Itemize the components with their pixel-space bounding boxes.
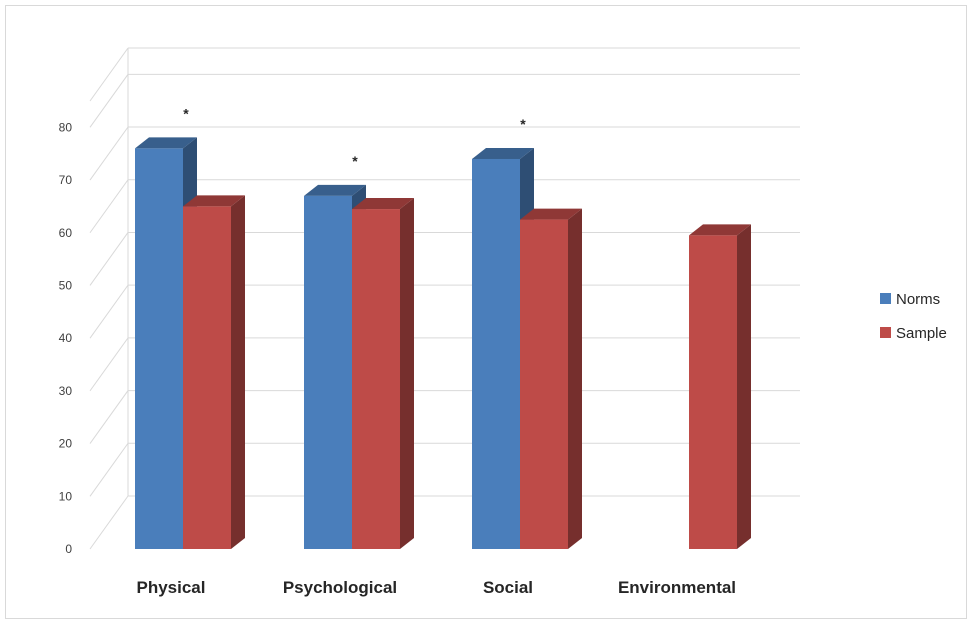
significance-mark: * [520,116,526,132]
gridline-depth [89,74,129,128]
gridline-depth [89,337,129,392]
category-label: Social [483,578,533,597]
gridline-depth [89,47,129,102]
y-tick-label: 30 [59,384,73,398]
y-tick-label: 80 [59,120,73,134]
gridline-depth [89,443,129,497]
gridline-depth [89,495,129,550]
y-tick-label: 0 [65,542,72,556]
legend-item-sample: Sample [880,325,947,342]
category-label: Environmental [618,578,736,597]
y-tick-label: 70 [59,173,73,187]
gridline-depth [89,232,129,286]
gridline-depth [89,390,129,444]
significance-mark: * [183,105,189,121]
y-tick-label: 20 [59,437,73,451]
y-tick-label: 50 [59,278,73,292]
category-labels: Physical Psychological Social Environmental [137,578,737,597]
bars [135,137,751,550]
legend-item-norms: Norms [880,291,940,308]
category-label: Psychological [283,578,397,597]
bar-sample-environmental [689,224,751,549]
gridline-depth [89,284,129,339]
significance-marks: * * * [183,105,526,168]
y-tick-label: 40 [59,331,73,345]
significance-mark: * [352,153,358,169]
y-tick-label: 60 [59,226,73,240]
legend-label: Sample [896,325,947,342]
bar-sample-social [520,208,582,549]
legend-swatch [880,327,891,338]
gridline-depth [89,126,129,181]
y-axis: 0 10 20 30 40 50 60 70 80 [59,120,73,556]
bar-sample-psychological [352,198,414,549]
bar-sample-physical [183,195,245,550]
category-label: Physical [137,578,206,597]
legend: Norms Sample [880,291,947,342]
y-tick-label: 10 [59,489,73,503]
gridline-depth [89,179,129,234]
legend-label: Norms [896,291,940,308]
legend-swatch [880,293,891,304]
